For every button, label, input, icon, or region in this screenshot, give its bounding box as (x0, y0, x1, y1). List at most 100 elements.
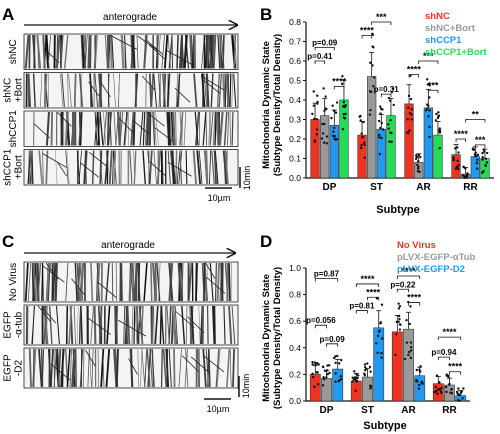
significance-label: **** (360, 274, 375, 284)
significance-bracket (455, 138, 467, 142)
data-point (371, 45, 374, 48)
data-point (408, 322, 411, 326)
kymograph-track (215, 262, 217, 302)
bar (391, 331, 403, 402)
data-point (311, 372, 314, 375)
kymograph-track (103, 111, 108, 146)
data-point (371, 32, 374, 36)
data-point (322, 87, 325, 90)
kymograph-track (176, 150, 181, 185)
kymograph-track (179, 150, 183, 185)
data-point (378, 136, 381, 139)
kymograph-frame (23, 304, 239, 346)
data-point (437, 111, 440, 114)
data-point (363, 363, 367, 366)
kymograph-moving-track (146, 40, 164, 55)
data-point (325, 376, 328, 379)
panel-b: B Mitochondria Dynamic State (Subtype De… (260, 5, 494, 216)
data-point (456, 399, 460, 402)
kymograph-condition-label: shCCP1 (8, 110, 19, 148)
data-point (436, 392, 439, 396)
kymograph-moving-track (149, 44, 166, 60)
data-point (409, 356, 413, 360)
panel-b-plot: 0.0 0.1 0.2 0.3 0.4 0.5 0.6 0.7 0.8 DP ST AR RR p=0.4… (289, 12, 494, 193)
data-point (315, 133, 318, 136)
data-point (434, 385, 437, 389)
data-point (379, 126, 382, 130)
data-point (374, 342, 378, 345)
data-point (372, 85, 375, 88)
data-point (341, 75, 344, 78)
data-point (360, 144, 363, 147)
kymograph-track (97, 262, 101, 302)
data-point (380, 121, 383, 125)
data-point (377, 330, 381, 333)
data-point (371, 64, 374, 67)
kymograph-track (194, 111, 200, 146)
data-point (324, 107, 327, 110)
data-point (328, 371, 331, 375)
kymograph-track (93, 305, 97, 345)
kymograph-track (72, 111, 76, 146)
panel-c-time-scale-label: 10min (241, 374, 251, 399)
data-point (417, 167, 420, 170)
kymograph-condition-label: -α-tub (14, 311, 25, 338)
data-point (426, 107, 429, 110)
data-point (343, 117, 347, 120)
data-point (333, 109, 336, 113)
significance-label: **** (448, 362, 463, 372)
kymograph-track (198, 150, 203, 185)
significance-label: p=0.22 (390, 280, 416, 289)
kymograph-moving-track (109, 34, 138, 50)
kymograph-condition-label: +Bort (14, 78, 25, 102)
kymograph-track (204, 150, 208, 185)
kymograph-track (151, 262, 157, 302)
kymograph-track (212, 305, 216, 345)
significance-label: *** (428, 80, 439, 90)
panel-d-plot: 0.0 0.2 0.4 0.6 0.8 1.0 DP ST AR RR p=0.056 p=0.87 p… (289, 263, 470, 416)
kymograph-track (223, 111, 228, 146)
kymograph-track (167, 111, 172, 146)
data-point (339, 378, 343, 381)
data-point (409, 97, 413, 101)
significance-label: **** (366, 287, 381, 297)
panel-b-legend-shccp1-bort: shCCP1+Bort (425, 47, 487, 58)
significance-bracket (380, 93, 392, 98)
data-point (403, 357, 407, 361)
kymograph-track (166, 73, 171, 108)
kymograph-track (89, 73, 94, 108)
data-point (341, 127, 345, 131)
kymograph-track (123, 305, 126, 345)
kymograph-track (79, 262, 84, 302)
kymograph-moving-track (166, 49, 193, 65)
kymograph-track (142, 150, 146, 185)
kymograph-track (60, 73, 64, 108)
data-point (485, 151, 489, 155)
kymograph-moving-track (154, 127, 174, 143)
kymograph-track (42, 34, 46, 69)
y-tick-label: 0.8 (289, 17, 301, 27)
kymograph-track (229, 348, 232, 388)
kymograph-track (194, 111, 199, 146)
kymograph-track (146, 111, 150, 146)
data-point (464, 167, 467, 170)
data-point (407, 131, 410, 135)
kymograph-track (218, 111, 224, 146)
significance-bracket (326, 343, 339, 347)
panel-b-legend-shnc-bort: shNC+Bort (425, 23, 476, 34)
data-point (438, 147, 442, 150)
data-point (426, 78, 429, 81)
data-point (325, 369, 329, 372)
data-point (353, 370, 356, 373)
data-point (424, 109, 428, 112)
kymograph-track (167, 150, 171, 185)
significance-label: p=0.09 (320, 335, 346, 344)
kymograph-track (183, 34, 188, 69)
kymograph-track (65, 305, 69, 345)
panel-d-ylabel-line2: (Subtype Density/Total Density) (272, 267, 283, 409)
data-point (325, 142, 329, 145)
significance-bracket (314, 324, 327, 329)
kymograph-track (183, 111, 187, 146)
data-point (368, 113, 372, 116)
bar (423, 107, 433, 179)
